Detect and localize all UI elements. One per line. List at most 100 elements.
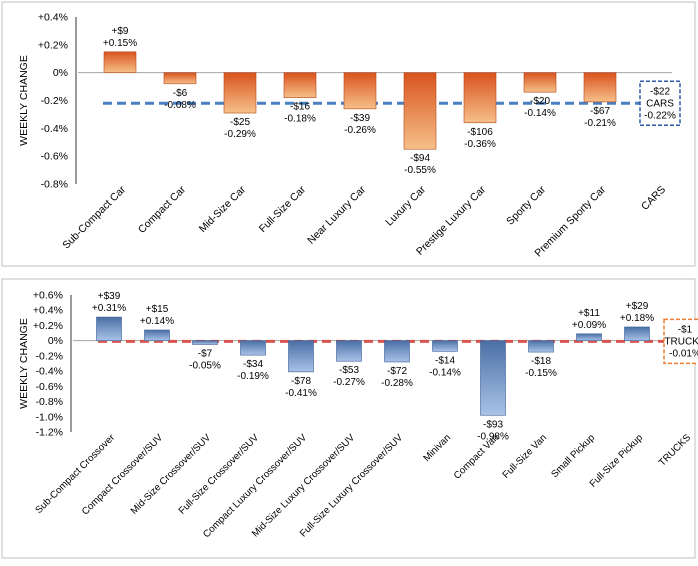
bar-dollar-label: -$78 — [291, 376, 311, 387]
y-tick-label: -0.6% — [41, 151, 68, 163]
bar-percent-label: -0.26% — [344, 125, 376, 136]
cars-chart: +0.4% +0.2% 0% -0.2% -0.4% -0.6% -0.8% WEEKLY C… — [18, 12, 681, 259]
bar-percent-label: -0.41% — [285, 388, 317, 399]
bar — [528, 340, 554, 353]
bar-dollar-label: -$7 — [198, 348, 213, 359]
bar — [583, 72, 617, 103]
total-box — [663, 318, 698, 365]
bar-percent-label: -0.05% — [189, 360, 221, 371]
total-percent-label: -0.22% — [644, 110, 676, 121]
bar-percent-label: -0.18% — [284, 114, 316, 125]
bar-percent-label: -0.19% — [237, 371, 269, 382]
category-label: Sporty Car — [504, 183, 548, 227]
y-tick-label: +0.4% — [38, 12, 68, 24]
bar-percent-label: -0.15% — [525, 368, 557, 379]
category-label: Small Pickup — [549, 432, 597, 480]
bar — [96, 316, 122, 341]
bar-percent-label: +0.31% — [92, 303, 126, 314]
bar-dollar-label: -$72 — [387, 366, 407, 377]
bar — [384, 340, 410, 363]
bar-percent-label: -0.28% — [381, 378, 413, 389]
trucks-chart: +0.6% +0.4% +0.2% 0% -0.2% -0.4% -0.6% -0.8% -1.… — [18, 290, 698, 540]
y-tick-label: -0.8% — [36, 396, 63, 408]
y-tick-label: -1.2% — [36, 427, 63, 439]
bar-dollar-label: +$15 — [146, 304, 169, 315]
bar — [403, 72, 437, 150]
category-label: Compact Luxury Crossover/SUV — [201, 432, 309, 540]
bar-dollar-label: +$29 — [626, 301, 649, 312]
category-label: Mid-Size Car — [197, 183, 249, 235]
category-label: Mid-Size Crossover/SUV — [129, 432, 214, 517]
y-axis-title: WEEKLY CHANGE — [18, 55, 30, 146]
y-tick-label: 0% — [53, 67, 68, 79]
bar — [523, 72, 557, 93]
bar-percent-label: -0.14% — [429, 367, 461, 378]
bar-percent-label: -0.14% — [524, 108, 556, 119]
y-tick-label: -0.2% — [41, 95, 68, 107]
bar — [432, 340, 458, 352]
category-label: Minivan — [421, 432, 453, 464]
bar-percent-label: +0.14% — [140, 316, 174, 327]
y-axis-title: WEEKLY CHANGE — [18, 318, 30, 409]
category-label: Luxury Car — [383, 183, 428, 228]
bar — [103, 51, 137, 73]
bar-percent-label: -0.21% — [584, 118, 616, 129]
total-name-label: CARS — [646, 98, 674, 109]
total-dollar-label: -$1 — [678, 324, 693, 335]
truck-panel-frame — [1, 278, 696, 559]
total-box — [639, 80, 681, 127]
bar-dollar-label: -$34 — [243, 359, 263, 370]
bar — [624, 326, 650, 341]
bar-dollar-label: -$53 — [339, 365, 359, 376]
category-label: Full-Size Crossover/SUV — [177, 432, 262, 517]
bar-dollar-label: +$9 — [112, 26, 129, 37]
y-tick-label: -1.0% — [36, 411, 63, 423]
category-label: Full-Size Luxury Crossover/SUV — [298, 432, 405, 539]
y-tick-label: -0.6% — [36, 381, 63, 393]
category-label: TRUCKS — [657, 432, 694, 469]
bar-dollar-label: +$39 — [98, 291, 121, 302]
bar — [163, 72, 197, 85]
bar — [240, 340, 266, 356]
category-label: Near Luxury Car — [305, 183, 368, 246]
y-tick-label: -0.8% — [41, 179, 68, 191]
bar — [192, 340, 218, 345]
bar-percent-label: -0.08% — [164, 100, 196, 111]
bar-dollar-label: -$93 — [483, 419, 503, 430]
bar — [223, 72, 257, 114]
y-tick-label: -0.4% — [41, 123, 68, 135]
category-label: Compact Car — [136, 183, 189, 236]
bar-percent-label: -0.55% — [404, 165, 436, 176]
total-name-label: TRUCKS — [664, 336, 698, 347]
car-panel-frame — [1, 1, 696, 267]
bar — [336, 340, 362, 362]
bar-dollar-label: -$94 — [410, 153, 430, 164]
bar-percent-label: -0.27% — [333, 377, 365, 388]
y-tick-label: 0% — [48, 335, 63, 347]
bar-percent-label: +0.15% — [103, 38, 137, 49]
category-label: Sub-Compact Car — [60, 183, 128, 251]
bar — [144, 329, 170, 341]
bar-percent-label: -0.36% — [464, 139, 496, 150]
bar-dollar-label: -$18 — [531, 356, 551, 367]
bar-percent-label: +0.09% — [572, 320, 606, 331]
bar — [283, 72, 317, 99]
bar — [480, 340, 506, 416]
bar-dollar-label: -$39 — [350, 113, 370, 124]
bar-dollar-label: -$6 — [173, 88, 188, 99]
y-tick-label: +0.2% — [38, 39, 68, 51]
bar-dollar-label: -$16 — [290, 102, 310, 113]
bar-percent-label: -0.29% — [224, 129, 256, 140]
category-label: Sub-Compact Crossover — [33, 432, 117, 516]
bar-dollar-label: -$106 — [467, 127, 493, 138]
y-tick-label: +0.6% — [33, 290, 63, 302]
bar — [288, 340, 314, 373]
category-label: Compact Crossover/SUV — [80, 432, 165, 517]
bar-dollar-label: -$67 — [590, 106, 610, 117]
bar-dollar-label: -$20 — [530, 96, 550, 107]
bar-dollar-label: -$25 — [230, 117, 250, 128]
y-tick-label: +0.2% — [33, 320, 63, 332]
bar-percent-label: +0.18% — [620, 313, 654, 324]
y-tick-label: -0.4% — [36, 366, 63, 378]
